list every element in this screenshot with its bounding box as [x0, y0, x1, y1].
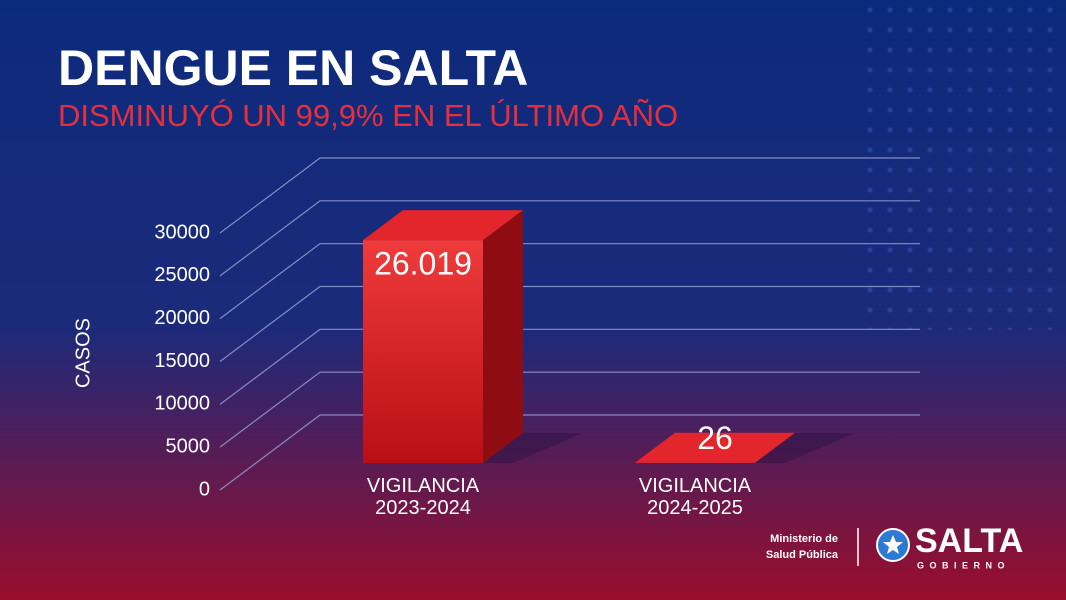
grid-line — [219, 285, 920, 362]
grid-line — [219, 157, 920, 234]
x-tick-label: VIGILANCIA 2023-2024 — [366, 475, 480, 519]
bar-side — [755, 432, 795, 463]
bar-shadow — [755, 433, 855, 463]
decoration — [860, 0, 1066, 330]
bar-top — [363, 210, 523, 241]
chart-subtitle: DISMINUYÓ UN 99,9% EN EL ÚLTIMO AÑO — [58, 98, 678, 133]
y-tick-label: 20000 — [154, 307, 210, 329]
chart-title: DENGUE EN SALTA — [58, 40, 528, 96]
bar-top — [635, 432, 795, 463]
value-label: 26.019 — [374, 246, 472, 282]
logo-star — [883, 535, 903, 554]
ministry-line: Salud Pública — [766, 549, 839, 561]
brand: SALTA — [915, 522, 1023, 560]
y-tick-label: 30000 — [154, 221, 210, 243]
brand-sub: GOBIERNO — [917, 560, 1010, 570]
y-axis-label: CASOS — [72, 318, 94, 388]
y-tick-label: 25000 — [154, 264, 210, 286]
grid-line — [219, 200, 920, 277]
ministry-line: Ministerio de — [770, 533, 838, 545]
bar — [363, 240, 483, 463]
grid-line — [219, 414, 920, 491]
value-label: 26 — [697, 420, 733, 456]
bar-shadow — [483, 433, 583, 463]
grid-line — [219, 328, 920, 405]
y-tick-label: 10000 — [154, 393, 210, 415]
bar-side — [483, 210, 523, 463]
grid-line — [219, 243, 920, 320]
grid-line — [219, 371, 920, 448]
y-tick-label: 5000 — [166, 435, 211, 457]
x-tick-label: VIGILANCIA 2024-2025 — [638, 475, 752, 519]
y-tick-label: 0 — [199, 478, 210, 500]
y-tick-label: 15000 — [154, 350, 210, 372]
